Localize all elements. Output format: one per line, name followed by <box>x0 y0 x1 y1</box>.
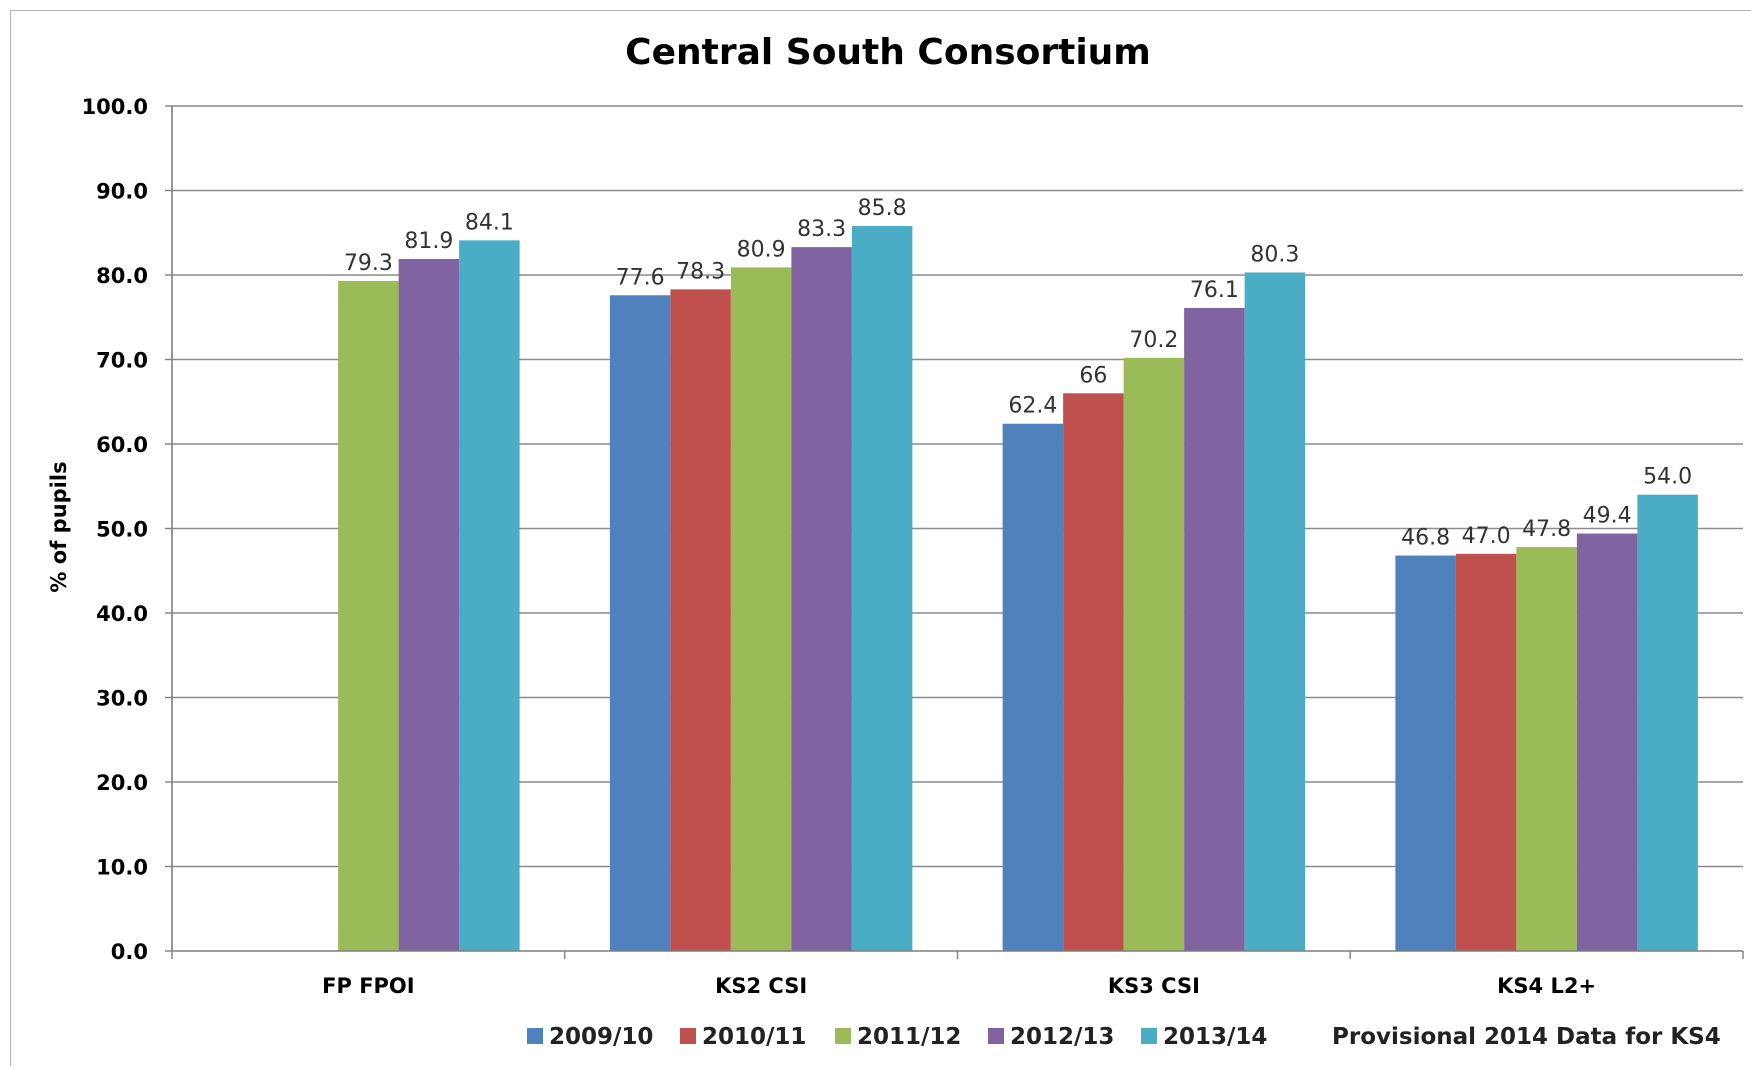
data-label: 47.0 <box>1462 524 1511 549</box>
x-tick-label: KS2 CSI <box>715 974 807 998</box>
data-label: 47.8 <box>1522 517 1571 542</box>
legend-note: Provisional 2014 Data for KS4 <box>1332 1024 1721 1050</box>
data-label: 76.1 <box>1190 278 1239 303</box>
y-tick-label: 80.0 <box>96 264 148 288</box>
data-label: 83.3 <box>797 217 846 242</box>
bar <box>398 258 460 951</box>
legend-swatch <box>680 1028 696 1044</box>
y-tick-label: 50.0 <box>96 518 148 542</box>
bar <box>1576 533 1638 951</box>
legend-label: 2013/14 <box>1163 1024 1267 1050</box>
bar <box>1516 547 1577 951</box>
y-axis-label: % of pupils <box>47 461 71 592</box>
legend-swatch <box>527 1028 543 1044</box>
bar <box>609 295 671 951</box>
data-label: 80.9 <box>737 237 786 262</box>
bar <box>1184 307 1245 952</box>
data-label: 81.9 <box>404 229 453 254</box>
y-tick-label: 30.0 <box>96 687 148 711</box>
legend-swatch <box>835 1028 851 1044</box>
legend-swatch <box>1141 1028 1157 1044</box>
data-label: 85.8 <box>858 196 907 221</box>
bar <box>459 240 520 952</box>
data-label: 66 <box>1079 363 1107 388</box>
data-label: 49.4 <box>1583 504 1632 529</box>
y-tick-label: 60.0 <box>96 433 148 457</box>
y-tick-label: 20.0 <box>96 771 148 795</box>
y-tick-label: 90.0 <box>96 180 148 204</box>
bar <box>1002 423 1064 952</box>
data-label: 70.2 <box>1129 328 1178 353</box>
bar <box>730 267 792 951</box>
legend-label: 2012/13 <box>1010 1024 1114 1050</box>
chart-title: Central South Consortium <box>625 32 1151 73</box>
data-label: 84.1 <box>465 210 514 235</box>
bar <box>1123 357 1185 951</box>
bar <box>1063 393 1124 951</box>
bar <box>1455 553 1517 951</box>
data-label: 54.0 <box>1643 465 1692 490</box>
axes-group: 0.0 10.0 20.0 30.0 40.0 50.0 60.0 70.0 80.0 90.0 1… <box>82 95 1744 998</box>
legend-label: 2009/10 <box>549 1024 653 1050</box>
bar <box>670 289 731 951</box>
legend-swatch <box>988 1028 1004 1044</box>
bar <box>1395 555 1456 951</box>
bar <box>1244 272 1306 952</box>
legend-label: 2010/11 <box>702 1024 806 1050</box>
bar <box>338 280 399 951</box>
data-label: 62.4 <box>1008 394 1057 419</box>
bar <box>851 225 913 952</box>
y-tick-label: 0.0 <box>111 940 148 964</box>
y-tick-label: 70.0 <box>96 349 148 373</box>
bars-group: 79.3 81.9 84.1 77.6 78.3 80.9 83.3 85.8 62.4 66 70… <box>338 196 1698 952</box>
y-tick-label: 100.0 <box>82 95 148 119</box>
legend-label: 2011/12 <box>857 1024 961 1050</box>
data-label: 78.3 <box>676 259 725 284</box>
data-label: 77.6 <box>616 265 665 290</box>
data-label: 79.3 <box>344 251 393 276</box>
x-tick-label: FP FPOI <box>322 974 414 998</box>
x-tick-label: KS3 CSI <box>1108 974 1200 998</box>
legend: 2009/10 2010/11 2011/12 2012/13 2013/14 <box>527 1024 1267 1050</box>
x-tick-label: KS4 L2+ <box>1497 974 1596 998</box>
y-tick-label: 10.0 <box>96 856 148 880</box>
data-label: 46.8 <box>1401 526 1450 551</box>
bar <box>791 247 852 952</box>
bar <box>1637 494 1698 951</box>
y-tick-label: 40.0 <box>96 602 148 626</box>
data-label: 80.3 <box>1250 242 1299 267</box>
